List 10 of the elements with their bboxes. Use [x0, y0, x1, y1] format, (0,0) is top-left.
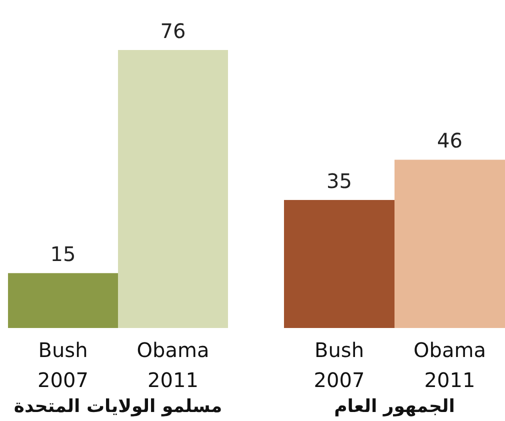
data-label: 15	[50, 242, 76, 266]
x-tick-label: Bush 2007	[38, 338, 88, 392]
data-label: 46	[437, 128, 462, 153]
x-tick-label: Bush 2007	[314, 338, 365, 392]
data-label: 76	[160, 19, 186, 43]
x-axis-title: الجمهور العام	[334, 396, 455, 417]
x-tick-label: Obama 2011	[136, 338, 210, 392]
x-axis-title: مسلمو الولايات المتحدة	[14, 396, 222, 417]
x-tick-label: Obama 2011	[414, 338, 486, 392]
data-label: 35	[326, 168, 352, 193]
